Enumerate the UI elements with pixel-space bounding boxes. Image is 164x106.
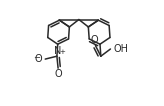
Text: OH: OH [113, 44, 128, 54]
Text: O: O [35, 54, 42, 64]
Text: O: O [91, 35, 98, 45]
Text: O: O [54, 69, 62, 79]
Text: N: N [54, 46, 61, 56]
Text: −: − [33, 53, 40, 62]
Text: +: + [59, 49, 65, 55]
